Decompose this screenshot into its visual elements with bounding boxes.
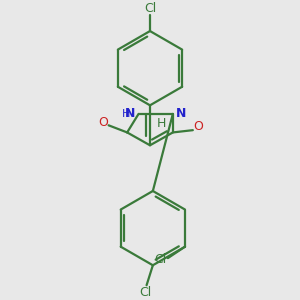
Text: Cl: Cl (139, 286, 151, 299)
Text: Cl: Cl (154, 253, 167, 266)
Text: H: H (157, 117, 166, 130)
Text: O: O (98, 116, 108, 129)
Text: O: O (193, 120, 203, 133)
Text: N: N (125, 107, 136, 120)
Text: N: N (176, 107, 186, 120)
Text: H: H (122, 109, 130, 119)
Text: Cl: Cl (144, 2, 156, 15)
